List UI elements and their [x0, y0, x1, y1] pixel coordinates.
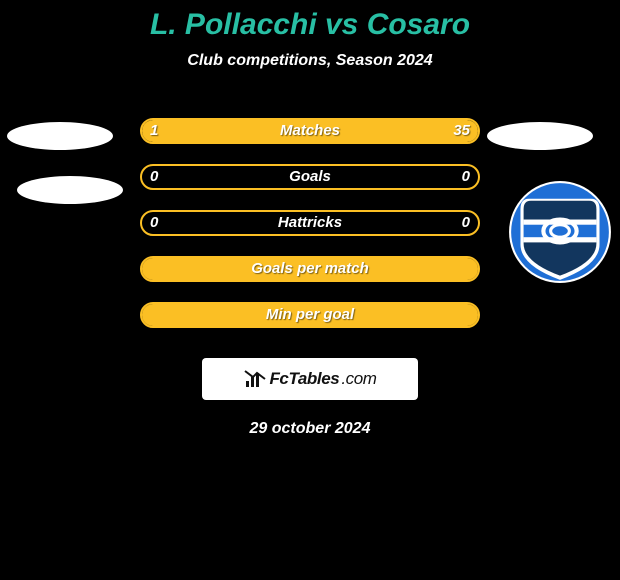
stat-right-value: 0 [462, 164, 470, 194]
date: 29 october 2024 [0, 420, 620, 438]
stat-right-value: 0 [462, 210, 470, 240]
stat-label: Goals per match [140, 256, 480, 286]
stat-row-hattricks: 0 Hattricks 0 [140, 210, 480, 240]
stat-label: Min per goal [140, 302, 480, 332]
stat-right-value: 35 [453, 118, 470, 148]
brand-text-main: FcTables [269, 369, 339, 389]
stat-label: Goals [140, 164, 480, 194]
comparison-card: L. Pollacchi vs Cosaro Club competitions… [0, 0, 620, 580]
player-right-avatar-1 [487, 122, 593, 150]
stat-row-matches: 1 Matches 35 [140, 118, 480, 148]
player-left-avatar-1 [7, 122, 113, 150]
bar-chart-icon [243, 367, 267, 391]
stat-row-goals: 0 Goals 0 [140, 164, 480, 194]
player-left-avatar-2 [17, 176, 123, 204]
stat-label: Hattricks [140, 210, 480, 240]
stat-label: Matches [140, 118, 480, 148]
shield-icon [508, 180, 612, 284]
subtitle: Club competitions, Season 2024 [0, 52, 620, 70]
brand-logo: FcTables .com [202, 358, 418, 400]
stat-row-gpm: Goals per match [140, 256, 480, 286]
title: L. Pollacchi vs Cosaro [0, 0, 620, 42]
stat-row-mpg: Min per goal [140, 302, 480, 332]
brand-text-suffix: .com [341, 369, 376, 389]
club-badge [508, 180, 612, 284]
